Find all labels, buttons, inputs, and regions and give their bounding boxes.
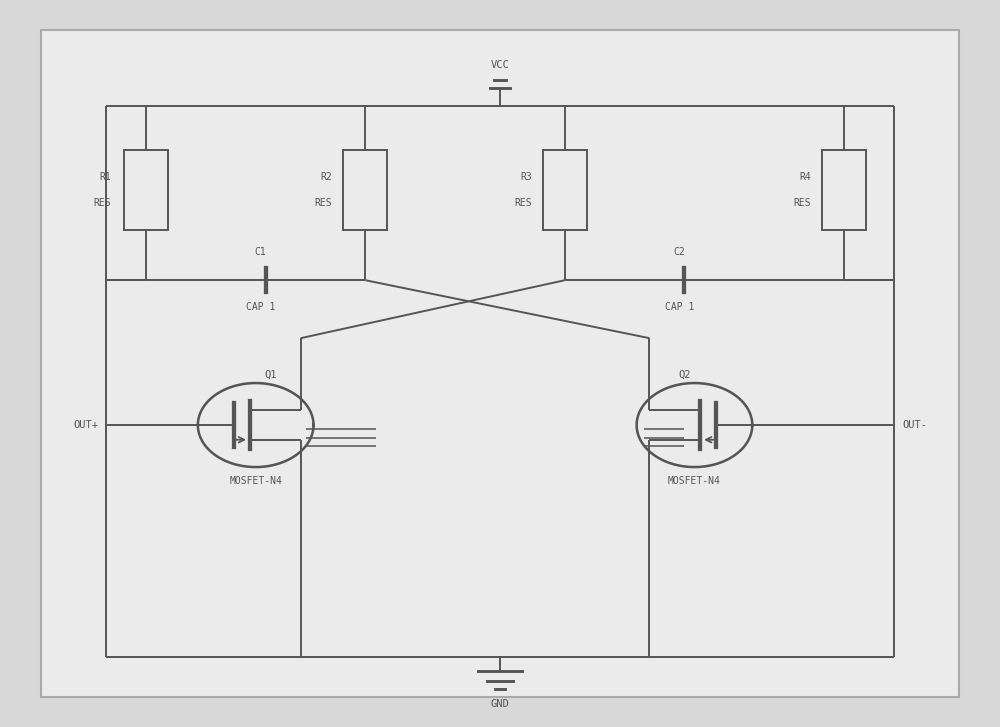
Text: OUT+: OUT+ <box>73 420 98 430</box>
Text: MOSFET-N4: MOSFET-N4 <box>229 475 282 486</box>
Text: OUT-: OUT- <box>902 420 927 430</box>
Text: R1: R1 <box>99 172 111 182</box>
Text: CAP 1: CAP 1 <box>665 302 694 312</box>
Bar <box>124 150 168 230</box>
Text: GND: GND <box>491 699 509 709</box>
Text: MOSFET-N4: MOSFET-N4 <box>668 475 721 486</box>
Text: Q1: Q1 <box>264 369 277 379</box>
Text: R3: R3 <box>520 172 532 182</box>
Bar <box>343 150 387 230</box>
Text: C2: C2 <box>674 247 685 257</box>
Text: R2: R2 <box>321 172 332 182</box>
Text: RES: RES <box>514 198 532 208</box>
Text: CAP 1: CAP 1 <box>246 302 275 312</box>
Text: C1: C1 <box>255 247 267 257</box>
Text: RES: RES <box>93 198 111 208</box>
Bar <box>543 150 587 230</box>
Text: VCC: VCC <box>491 60 509 71</box>
Text: RES: RES <box>315 198 332 208</box>
Text: RES: RES <box>794 198 811 208</box>
Text: Q2: Q2 <box>678 369 691 379</box>
Text: R4: R4 <box>799 172 811 182</box>
Bar <box>822 150 866 230</box>
